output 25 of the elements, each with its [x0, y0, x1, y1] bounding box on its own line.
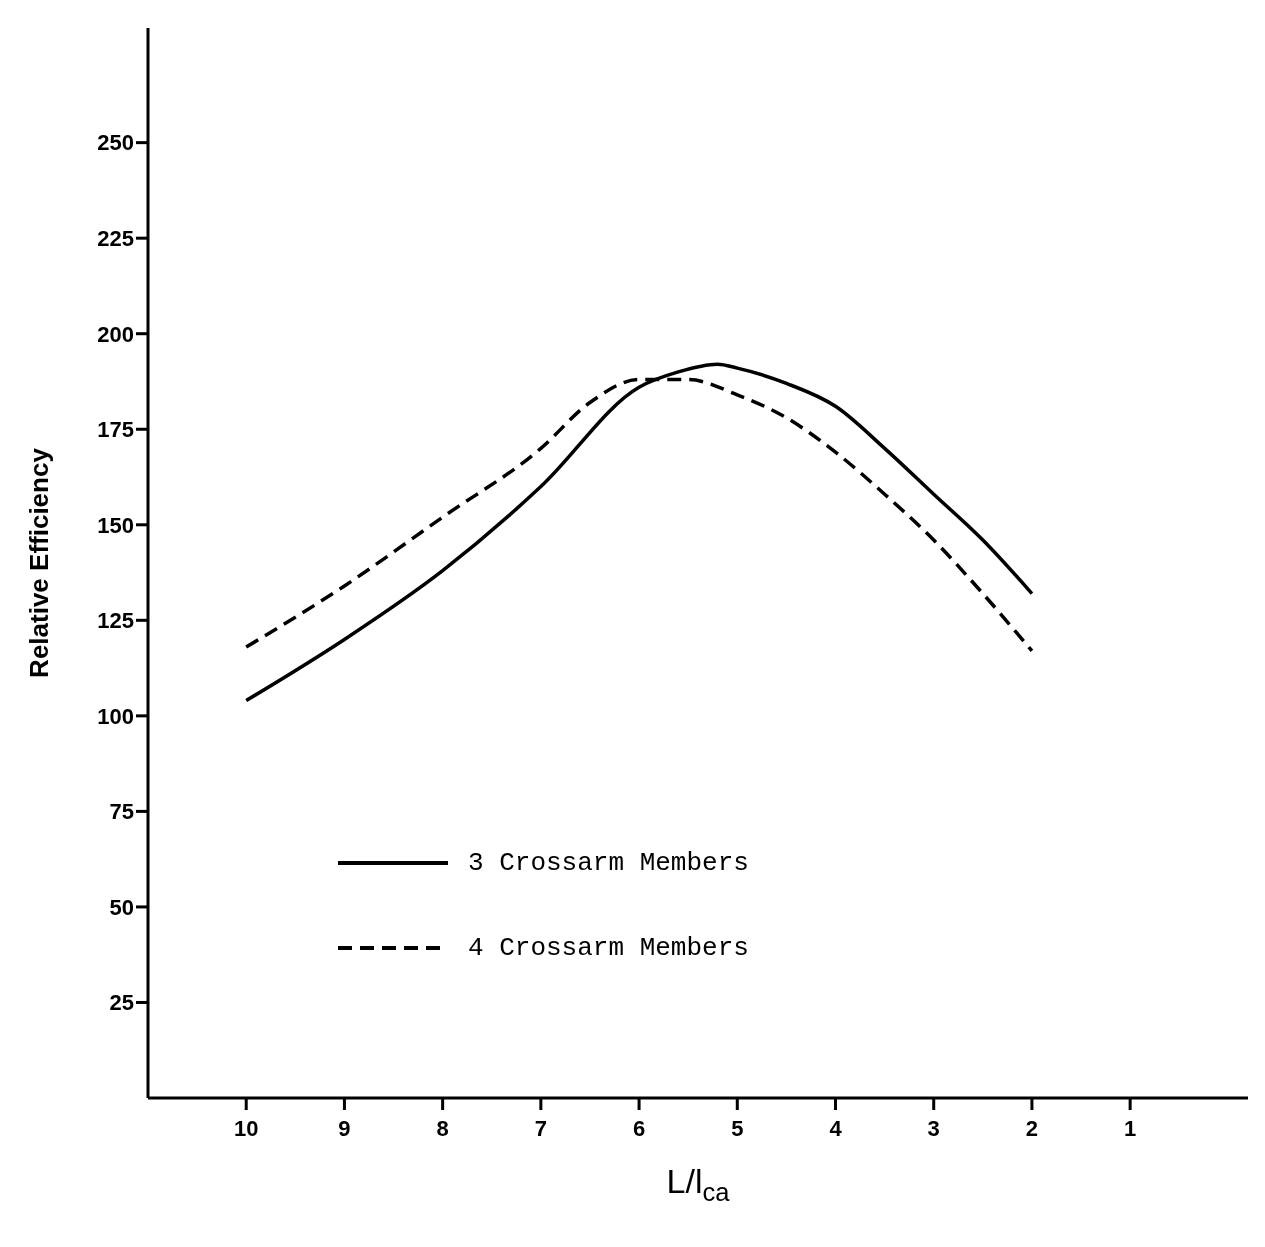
y-tick-label: 50 — [109, 894, 134, 920]
line-series — [244, 362, 1034, 703]
y-tick-label: 175 — [97, 417, 134, 443]
x-tick-label: 2 — [1025, 1115, 1039, 1141]
legend-label: 4 Crossarm Members — [468, 933, 749, 963]
y-tick-label: 125 — [97, 608, 134, 634]
y-tick-label: 75 — [109, 799, 134, 825]
x-tick-label: 1 — [1124, 1115, 1137, 1141]
y-tick-label: 250 — [97, 130, 134, 156]
y-tick-label: 200 — [97, 321, 134, 347]
y-tick-label: 225 — [97, 225, 134, 251]
y-axis-title: Relative Efficiency — [24, 447, 54, 678]
y-tick-label: 100 — [97, 703, 134, 729]
x-tick-label: 9 — [338, 1115, 351, 1141]
x-tick-label: 5 — [731, 1115, 744, 1141]
x-tick-label: 7 — [534, 1115, 547, 1141]
x-tick-label: 4 — [829, 1115, 843, 1141]
legend-label: 3 Crossarm Members — [468, 848, 749, 878]
x-tick-label: 3 — [927, 1115, 940, 1141]
y-tick-label: 150 — [97, 512, 134, 538]
x-tick-label: 8 — [436, 1115, 449, 1141]
x-tick-label: 10 — [233, 1115, 259, 1141]
y-tick-label: 25 — [109, 990, 134, 1016]
x-axis-title: L/l$_{ca}$ — [666, 1162, 731, 1206]
x-tick-label: 6 — [632, 1115, 646, 1141]
